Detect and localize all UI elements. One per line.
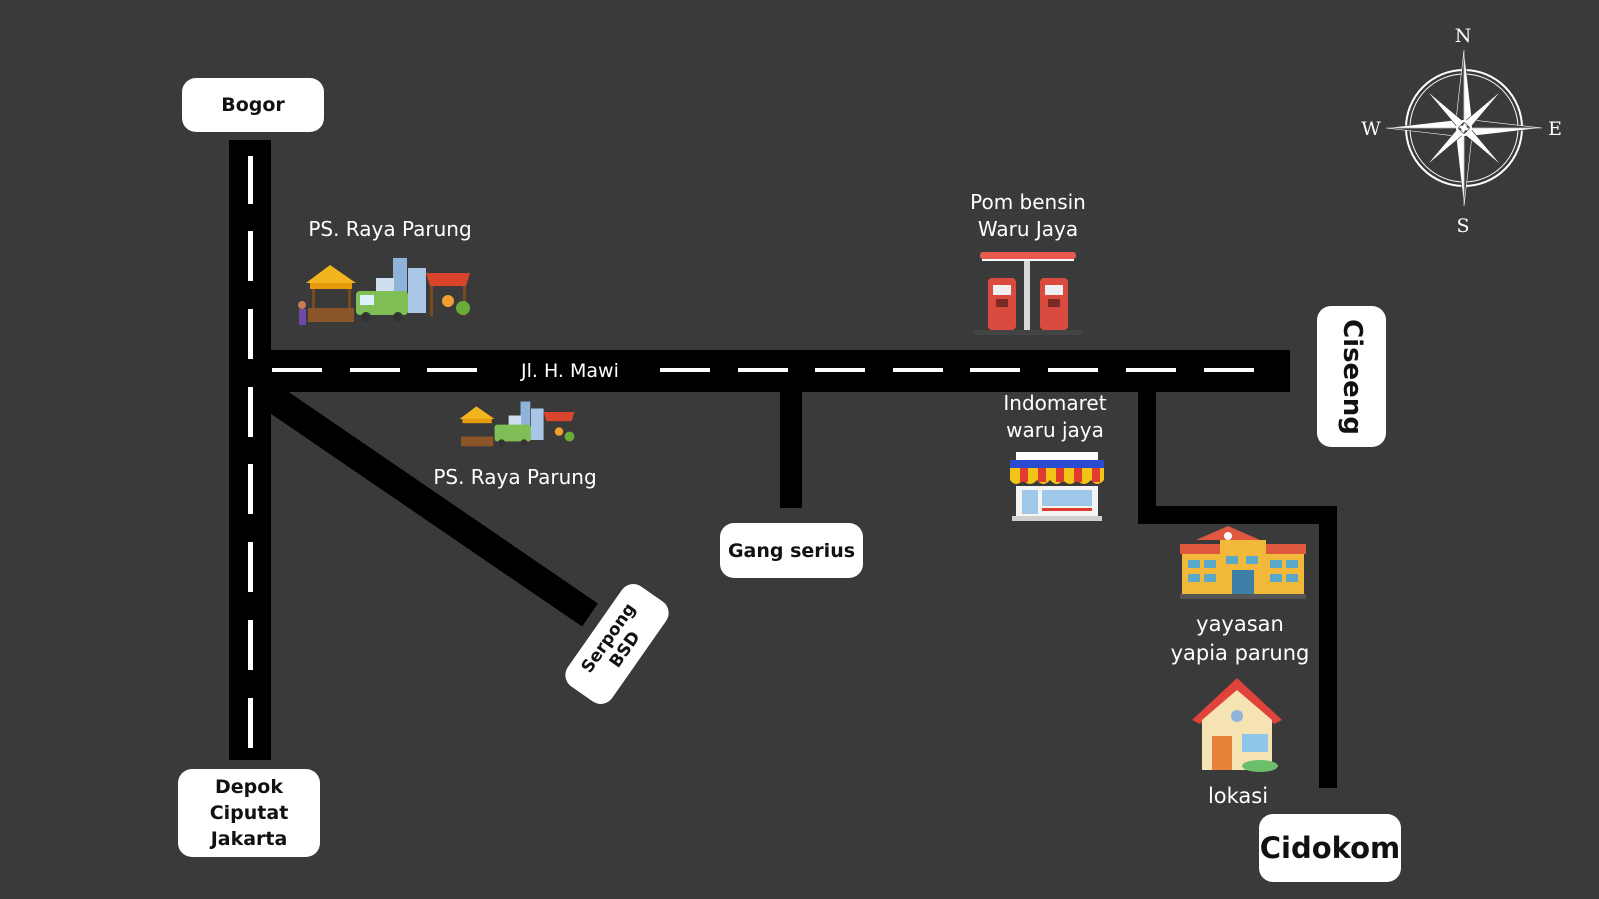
location-label: lokasi xyxy=(1207,784,1269,808)
compass-s: S xyxy=(1456,215,1469,237)
house-icon xyxy=(1192,678,1282,772)
road-name-label: Jl. H. Mawi xyxy=(513,358,627,384)
gas-station-icon xyxy=(974,252,1082,335)
serpong-road xyxy=(250,376,598,627)
depok-ciputat-jakarta-label: Depok Ciputat Jakarta xyxy=(178,769,320,857)
indomaret-line2: waru jaya xyxy=(1006,418,1104,442)
ciseeng-label: Ciseeng xyxy=(1317,306,1386,447)
jakarta-text: Jakarta xyxy=(210,828,288,850)
school-label: yayasan yapia parung xyxy=(1160,610,1320,668)
depok-text: Depok xyxy=(215,776,283,798)
ciputat-text: Ciputat xyxy=(209,802,289,824)
compass-e: E xyxy=(1548,118,1562,140)
gas-station-line1: Pom bensin xyxy=(970,190,1086,214)
gas-station-label: Pom bensin Waru Jaya xyxy=(948,189,1108,243)
market-icon xyxy=(298,258,470,325)
store-icon xyxy=(1010,452,1104,521)
market-top-label: PS. Raya Parung xyxy=(308,217,472,241)
school-line1: yayasan xyxy=(1196,612,1284,636)
ciseeng-text: Ciseeng xyxy=(1336,318,1367,435)
bogor-label: Bogor xyxy=(182,78,324,132)
gang-serius-road xyxy=(780,390,802,508)
school-icon xyxy=(1180,526,1306,599)
road-dashes xyxy=(248,156,1254,748)
cidokom-road xyxy=(1138,390,1337,788)
gang-serius-label: Gang serius xyxy=(720,523,863,578)
indomaret-line1: Indomaret xyxy=(1003,391,1107,415)
compass-n: N xyxy=(1455,25,1472,47)
school-line2: yapia parung xyxy=(1170,641,1310,665)
cidokom-label: Cidokom xyxy=(1259,814,1401,882)
market-bottom-label: PS. Raya Parung xyxy=(433,465,597,489)
gas-station-line2: Waru Jaya xyxy=(977,217,1079,241)
compass-icon: N S E W xyxy=(1361,25,1562,237)
compass-w: W xyxy=(1361,118,1381,140)
market-icon-small xyxy=(459,401,575,447)
indomaret-label: Indomaret waru jaya xyxy=(975,390,1135,444)
